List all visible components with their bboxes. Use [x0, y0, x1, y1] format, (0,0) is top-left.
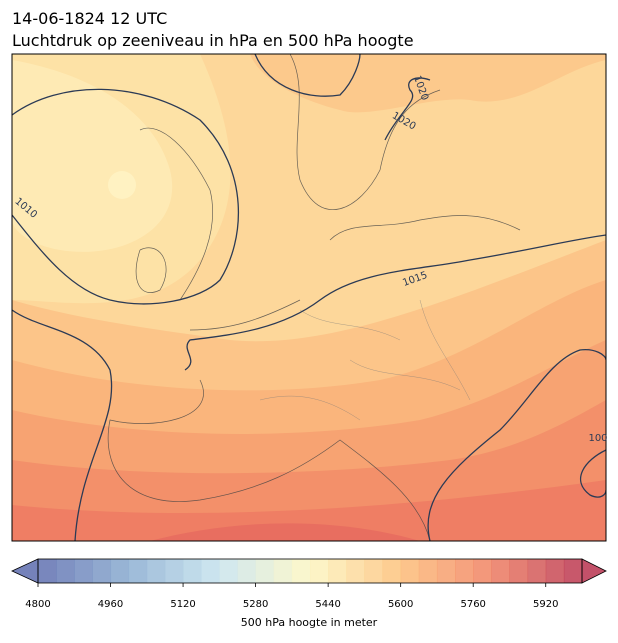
- map-frame: [11, 53, 607, 542]
- colorbar-segment: [183, 559, 202, 583]
- colorbar-tick-label: 5440: [315, 599, 340, 610]
- colorbar-segment: [219, 559, 238, 583]
- colorbar: 4800 4960 5120 5280 5440 5600 5760 5920 500 hPa …: [11, 558, 607, 629]
- coastline: [107, 54, 521, 541]
- colorbar-tick-label: 5120: [170, 599, 195, 610]
- colorbar-tick-label: 5920: [533, 599, 558, 610]
- colorbar-segment: [110, 559, 130, 583]
- field-band: [12, 60, 173, 252]
- isobar: [384, 77, 431, 141]
- field-band: [150, 523, 420, 541]
- colorbar-segment: [364, 559, 384, 583]
- colorbar-segment: [418, 559, 438, 583]
- colorbar-segment: [255, 559, 275, 583]
- colorbar-segment: [328, 559, 347, 583]
- map-date: 14-06-1824 12 UTC: [12, 9, 167, 28]
- colorbar-segment: [455, 559, 474, 583]
- isobar: [12, 88, 240, 305]
- colorbar-segment: [56, 559, 75, 583]
- colorbar-tick-label: 5600: [388, 599, 413, 610]
- isobar: [254, 54, 361, 97]
- colorbar-segment: [509, 559, 529, 583]
- colorbar-tick-label: 5760: [460, 599, 485, 610]
- colorbar-segment: [74, 559, 93, 583]
- colorbar-tick-label: 4960: [98, 599, 123, 610]
- colorbar-segment: [491, 559, 510, 583]
- isobar: [12, 309, 113, 541]
- colorbar-segment: [92, 559, 112, 583]
- map-title: Luchtdruk op zeeniveau in hPa en 500 hPa…: [12, 31, 414, 50]
- colorbar-extend-low: [11, 558, 39, 584]
- colorbar-segment: [291, 559, 311, 583]
- colorbar-segment: [382, 559, 402, 583]
- colorbar-segment: [563, 559, 583, 583]
- field-band: [108, 171, 136, 199]
- isobar: [579, 449, 606, 498]
- contour-label: 100: [588, 433, 607, 444]
- colorbar-segment: [273, 559, 293, 583]
- colorbar-segment: [164, 559, 184, 583]
- colorbar-segment: [146, 559, 166, 583]
- colorbar-segment: [38, 559, 57, 583]
- colorbar-extend-high: [581, 558, 607, 584]
- colorbar-outline: [37, 558, 583, 584]
- field-band: [250, 54, 606, 113]
- colorbar-segment: [346, 559, 365, 583]
- colorbar-segment: [128, 559, 148, 583]
- field-band: [12, 480, 606, 541]
- colorbar-tick-label: 4800: [25, 599, 50, 610]
- colorbar-segment: [400, 559, 420, 583]
- colorbar-tick-label: 5280: [243, 599, 268, 610]
- colorbar-segment: [310, 559, 329, 583]
- isobar: [184, 234, 606, 371]
- country-border: [259, 299, 471, 421]
- colorbar-segment: [237, 559, 257, 583]
- colorbar-segment: [473, 559, 492, 583]
- colorbar-label: 500 hPa hoogte in meter: [241, 616, 378, 629]
- colorbar-segment: [436, 559, 456, 583]
- map-area: [12, 54, 606, 541]
- colorbar-segment: [545, 559, 565, 583]
- isobar: [427, 349, 606, 541]
- colorbar-segment: [201, 559, 220, 583]
- colorbar-segment: [527, 559, 547, 583]
